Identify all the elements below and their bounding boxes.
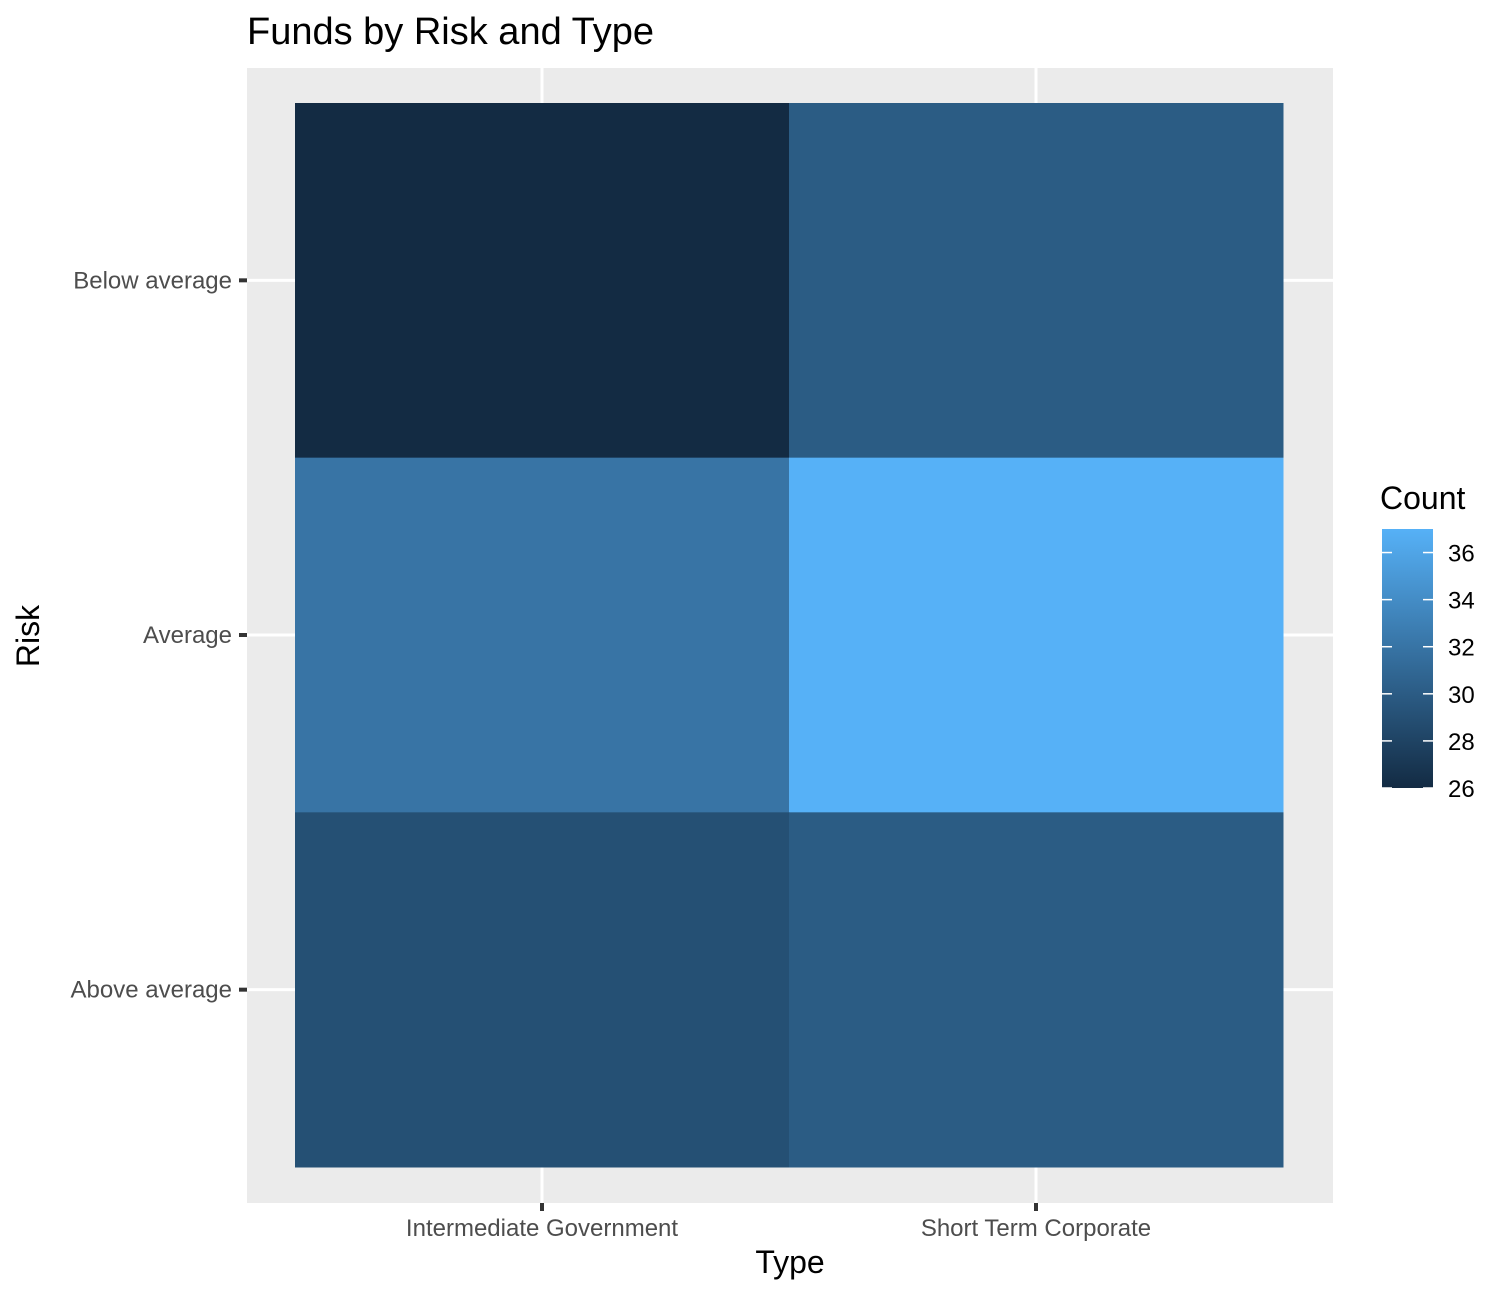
- heatmap-tile: [295, 103, 790, 459]
- x-tick-label: Intermediate Government: [406, 1215, 678, 1242]
- heatmap-tile: [789, 812, 1284, 1168]
- x-axis-title: Type: [755, 1244, 824, 1280]
- legend-tick-label: 34: [1448, 588, 1475, 615]
- y-tick-label: Average: [143, 622, 232, 649]
- legend-tick-label: 26: [1448, 776, 1475, 803]
- y-axis: Below average Average Above average: [71, 267, 247, 1004]
- color-legend: Count 26 28 30 32 34 36: [1380, 480, 1475, 803]
- legend-title: Count: [1380, 480, 1466, 516]
- legend-tick-label: 32: [1448, 635, 1475, 662]
- y-tick-label: Above average: [71, 977, 232, 1004]
- legend-tick-label: 30: [1448, 682, 1475, 709]
- x-axis: Intermediate Government Short Term Corpor…: [406, 1203, 1151, 1242]
- legend-tick-label: 28: [1448, 729, 1475, 756]
- legend-colorbar: [1382, 529, 1433, 788]
- heatmap-tile: [295, 812, 790, 1168]
- legend-tick-label: 36: [1448, 541, 1475, 568]
- y-axis-title: Risk: [10, 604, 46, 667]
- heatmap-tile: [295, 457, 790, 813]
- x-tick-label: Short Term Corporate: [921, 1215, 1151, 1242]
- y-tick-label: Below average: [73, 267, 232, 294]
- chart-title: Funds by Risk and Type: [247, 11, 654, 53]
- heatmap-tiles: [295, 103, 1284, 1168]
- heatmap-tile: [789, 103, 1284, 459]
- heatmap-tile: [789, 457, 1284, 813]
